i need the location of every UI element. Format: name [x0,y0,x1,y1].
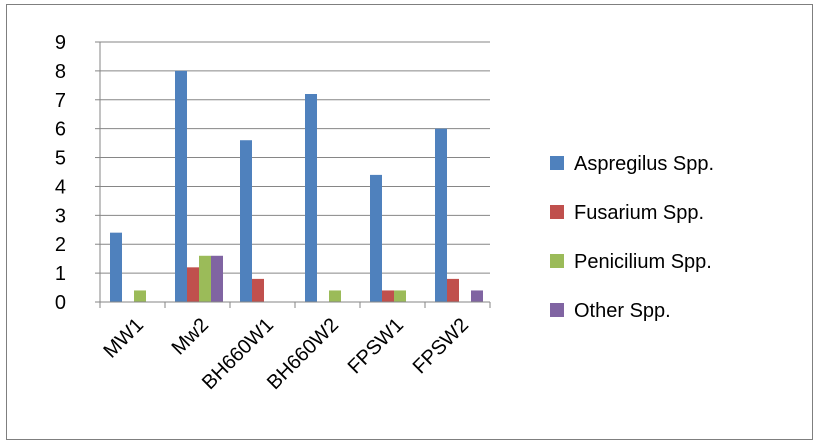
bar [175,70,187,302]
y-tick-label: 7 [55,90,66,112]
bar [382,290,394,302]
gridlines [100,41,490,274]
y-tick-label: 0 [55,292,66,314]
bar [134,290,146,302]
y-tick-label: 8 [55,61,66,83]
x-tick-label: MW1 [99,314,148,363]
y-tick-label: 4 [55,176,66,198]
bars [110,70,483,302]
bar [329,290,341,302]
legend-label: Aspregilus Spp. [574,153,714,175]
bar [110,232,122,302]
legend-swatch [550,205,564,219]
bar [199,255,211,302]
legend-label: Penicilium Spp. [574,251,712,273]
legend-swatch [550,303,564,317]
y-tick-labels: 0 1 2 3 4 5 6 7 8 9 [55,32,66,314]
legend-swatch [550,254,564,268]
bar [211,255,223,302]
x-tick-label: FPSW1 [344,314,408,378]
legend: Aspregilus Spp. Fusarium Spp. Penicilium S… [550,153,714,322]
bar [447,278,459,302]
chart-frame [6,4,813,440]
axes [95,41,491,308]
y-tick-label: 9 [55,32,66,54]
bar [435,128,447,302]
bar [471,290,483,302]
legend-label: Fusarium Spp. [574,202,704,224]
y-tick-label: 3 [55,205,66,227]
y-tick-label: 2 [55,234,66,256]
bar [240,140,252,302]
bar [305,94,317,302]
bar [394,290,406,302]
y-tick-label: 5 [55,148,66,170]
y-tick-label: 1 [55,263,66,285]
legend-label: Other Spp. [574,300,671,322]
bar [370,174,382,302]
x-tick-label: Mw2 [168,314,213,359]
x-tick-label: BH660W2 [263,314,343,394]
bar [252,278,264,302]
legend-swatch [550,156,564,170]
bar [187,267,199,302]
y-tick-label: 6 [55,119,66,141]
x-tick-label: FPSW2 [409,314,473,378]
